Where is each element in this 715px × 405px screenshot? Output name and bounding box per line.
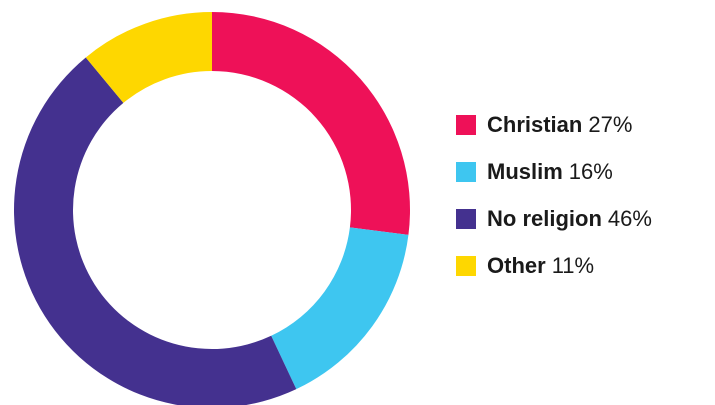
legend-item-muslim: Muslim 16%: [456, 158, 711, 185]
legend-value-no-religion: 46%: [607, 205, 652, 231]
legend-value-muslim: 16%: [568, 158, 613, 184]
donut-plot: [14, 12, 410, 405]
legend-value-christian: 27%: [588, 111, 633, 137]
legend-item-christian: Christian 27%: [456, 111, 711, 138]
slice-christian: [212, 12, 410, 235]
slice-no-religion: [14, 57, 297, 405]
legend-item-other: Other 11%: [456, 252, 711, 279]
slice-other: [85, 12, 212, 103]
legend-swatch-no-religion: [456, 208, 476, 229]
legend-swatch-christian: [456, 114, 476, 135]
legend-label-muslim: Muslim: [487, 158, 563, 184]
legend-value-other: 11%: [551, 252, 595, 278]
slice-muslim: [271, 227, 409, 390]
legend-label-christian: Christian: [487, 111, 583, 137]
legend-label-other: Other: [487, 252, 546, 278]
legend-label-no-religion: No religion: [487, 205, 602, 231]
chart-legend: Christian 27% Muslim 16% No religion 46%…: [456, 111, 711, 299]
legend-swatch-muslim: [456, 161, 476, 182]
legend-swatch-other: [456, 255, 476, 276]
legend-item-no-religion: No religion 46%: [456, 205, 711, 232]
